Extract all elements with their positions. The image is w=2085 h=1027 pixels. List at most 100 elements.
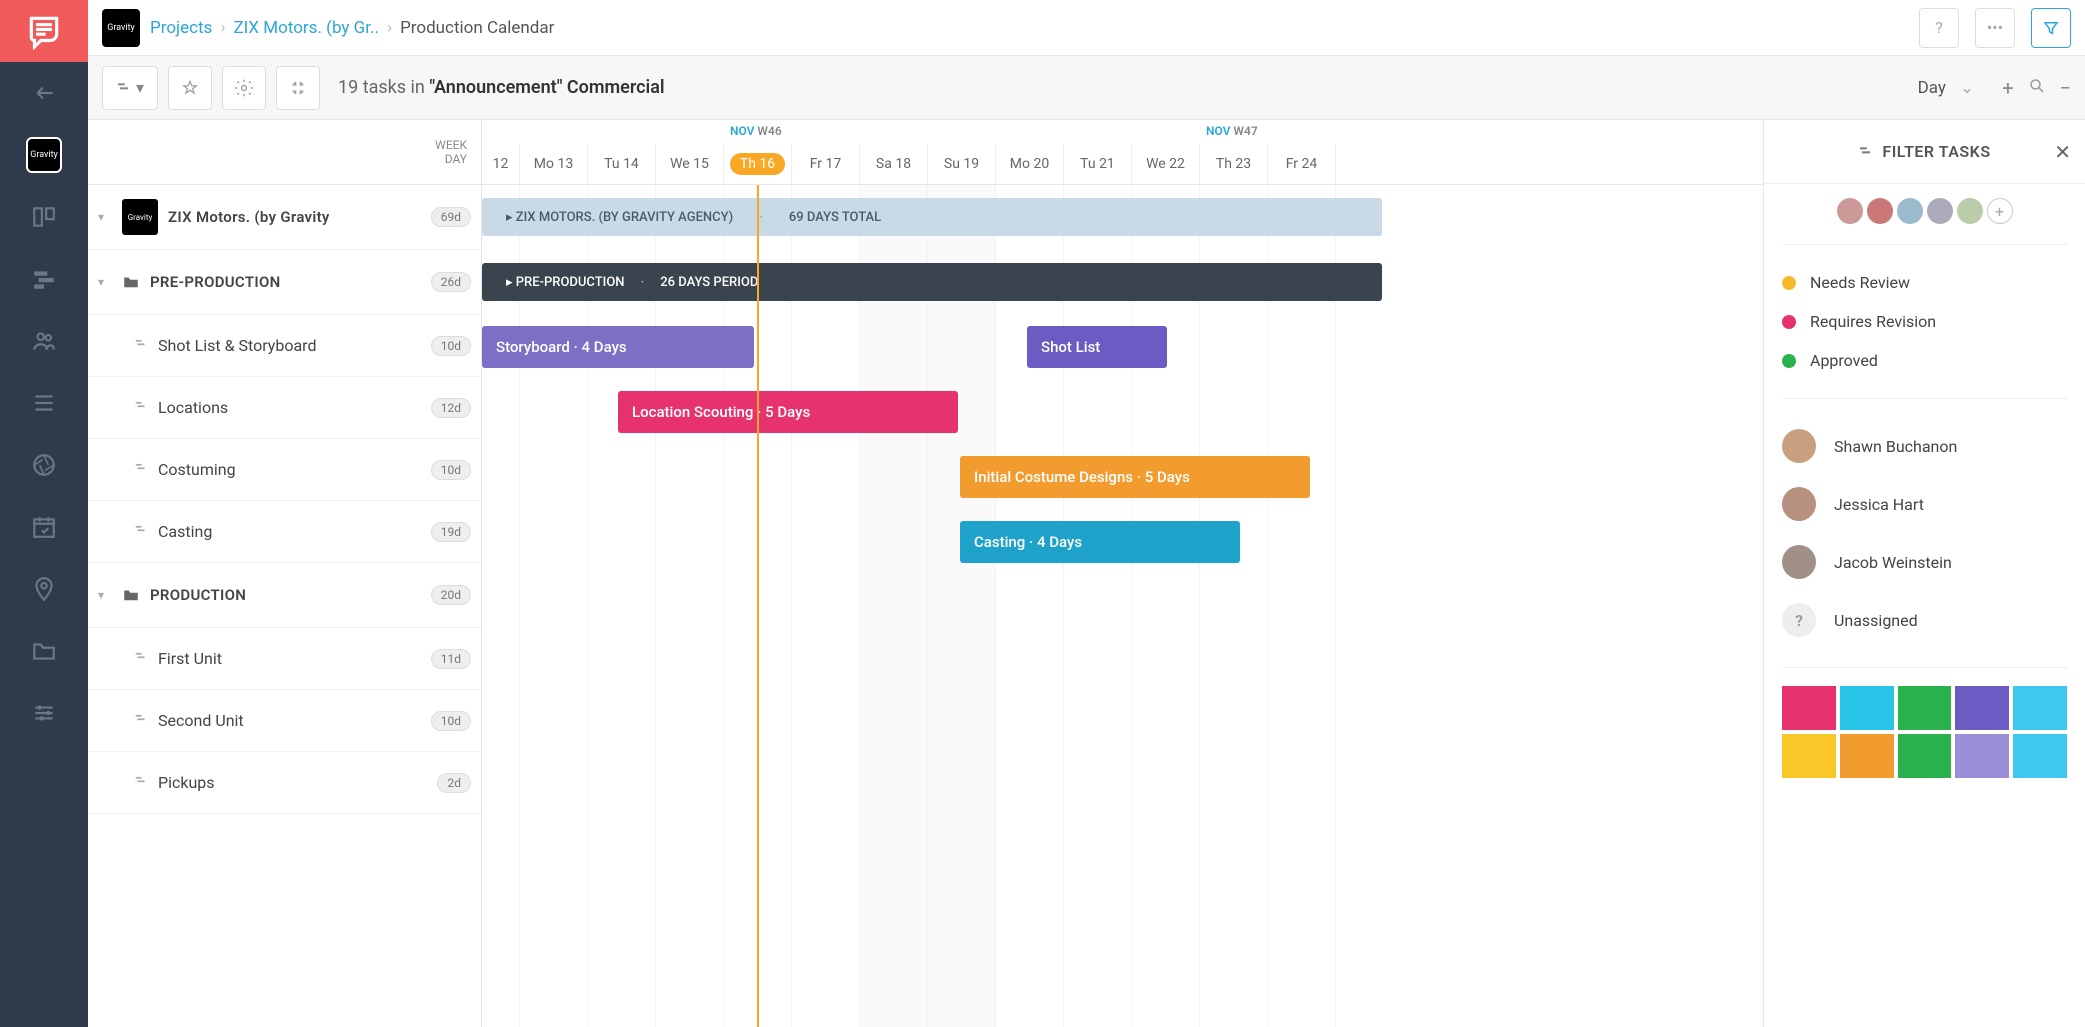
filter-header: FILTER TASKS ✕ [1764,120,2085,184]
filter-close-button[interactable]: ✕ [2054,140,2071,164]
nav-location-icon[interactable] [0,558,88,620]
timeline-bar[interactable]: Storyboard · 4 Days [482,326,754,368]
week-label: NOV W47 [1206,124,1258,138]
zoom-in-button[interactable]: + [2002,76,2013,100]
timeline-bar[interactable]: Initial Costume Designs · 5 Days [960,456,1310,498]
filter-color-cell[interactable] [2013,686,2067,730]
task-row[interactable]: Locations 12d [88,377,481,439]
section-row[interactable]: ▾ PRE-PRODUCTION 26d [88,250,481,315]
nav-list-icon[interactable] [0,372,88,434]
day-header[interactable]: Tu 14 [588,144,656,184]
day-header[interactable]: Mo 20 [996,144,1064,184]
timeline-row [482,770,1763,835]
view-select[interactable]: Day ⌄ [1918,78,1975,98]
day-header[interactable]: Fr 24 [1268,144,1336,184]
zoom-fit-button[interactable] [2028,77,2046,99]
task-row[interactable]: First Unit 11d [88,628,481,690]
filter-color-cell[interactable] [1898,686,1952,730]
filter-status-item[interactable]: Requires Revision [1782,302,2067,341]
help-button[interactable]: ? [1919,8,1959,48]
filter-color-cell[interactable] [1955,734,2009,778]
day-header[interactable]: Tu 21 [1064,144,1132,184]
task-row[interactable]: Pickups 2d [88,752,481,814]
timeline-row: Location Scouting · 5 Days [482,380,1763,445]
section-row[interactable]: ▾ PRODUCTION 20d [88,563,481,628]
group-button[interactable]: ▾ [102,66,158,110]
filter-color-group [1782,667,2067,796]
day-header[interactable]: Th 23 [1200,144,1268,184]
day-header[interactable]: Th 16 [724,144,792,184]
filter-avatar[interactable] [1927,198,1953,224]
task-row[interactable]: Second Unit 10d [88,690,481,752]
settings-gear-button[interactable] [222,66,266,110]
day-header[interactable]: Su 19 [928,144,996,184]
filter-status-item[interactable]: Needs Review [1782,263,2067,302]
filter-color-cell[interactable] [1782,686,1836,730]
nav-folder-icon[interactable] [0,620,88,682]
day-header[interactable]: 12 [482,144,520,184]
nav-timeline-icon[interactable] [0,248,88,310]
day-header[interactable]: We 15 [656,144,724,184]
tasklist: WEEK DAY ▾ Gravity ZIX Motors. (by Gravi… [88,120,482,1027]
star-button[interactable] [168,66,212,110]
timeline-bar[interactable]: Location Scouting · 5 Days [618,391,958,433]
timeline: NOV W46NOV W47 12Mo 13Tu 14We 15Th 16Fr … [482,120,1763,1027]
filter-avatar[interactable] [1837,198,1863,224]
week-label: NOV W46 [730,124,782,138]
day-header[interactable]: We 22 [1132,144,1200,184]
filter-avatar[interactable] [1897,198,1923,224]
filter-person-item[interactable]: Jacob Weinstein [1782,533,2067,591]
filter-person-item[interactable]: Shawn Buchanon [1782,417,2067,475]
timeline-row: ▸ PRE-PRODUCTION·26 DAYS PERIOD [482,250,1763,315]
zoom-out-button[interactable]: − [2060,76,2071,100]
task-row[interactable]: Casting 19d [88,501,481,563]
nav-board-icon[interactable] [0,186,88,248]
filter-color-cell[interactable] [1840,734,1894,778]
filter-color-cell[interactable] [1955,686,2009,730]
day-header[interactable]: Fr 17 [792,144,860,184]
timeline-bar[interactable]: ▸ ZIX MOTORS. (BY GRAVITY AGENCY)·69 DAY… [482,198,1382,236]
more-button[interactable]: ••• [1975,8,2015,48]
timeline-bar[interactable]: Shot List [1027,326,1167,368]
collapse-button[interactable] [276,66,320,110]
add-avatar-button[interactable]: + [1987,198,2013,224]
timeline-body[interactable]: ▸ ZIX MOTORS. (BY GRAVITY AGENCY)·69 DAY… [482,185,1763,1027]
nav-gravity-icon[interactable]: Gravity [0,124,88,186]
day-header[interactable]: Sa 18 [860,144,928,184]
nav-settings-icon[interactable] [0,682,88,744]
filter-toggle-button[interactable] [2031,8,2071,48]
breadcrumb-root[interactable]: Projects [150,18,212,38]
timeline-bar[interactable]: ▸ PRE-PRODUCTION·26 DAYS PERIOD [482,263,1382,301]
day-header[interactable]: Mo 13 [520,144,588,184]
timeline-row: Initial Costume Designs · 5 Days [482,445,1763,510]
filter-avatar[interactable] [1957,198,1983,224]
timeline-row: Casting · 4 Days [482,510,1763,575]
task-row[interactable]: Shot List & Storyboard 10d [88,315,481,377]
project-badge[interactable]: Gravity [102,9,140,47]
project-row[interactable]: ▾ Gravity ZIX Motors. (by Gravity 69d [88,185,481,250]
filter-panel: FILTER TASKS ✕ + Needs ReviewRequires Re… [1763,120,2085,1027]
content: WEEK DAY ▾ Gravity ZIX Motors. (by Gravi… [88,120,2085,1027]
breadcrumb-project[interactable]: ZIX Motors. (by Gr.. [233,18,379,38]
breadcrumb-sep: › [387,18,392,38]
nav-back-icon[interactable] [0,62,88,124]
filter-color-cell[interactable] [1840,686,1894,730]
filter-color-cell[interactable] [1898,734,1952,778]
timeline-bar[interactable]: Casting · 4 Days [960,521,1240,563]
breadcrumb-sep: › [220,18,225,38]
nav-calendar-icon[interactable] [0,496,88,558]
task-row[interactable]: Costuming 10d [88,439,481,501]
tasklist-header: WEEK DAY [88,120,481,185]
timeline-row: ▸ ZIX MOTORS. (BY GRAVITY AGENCY)·69 DAY… [482,185,1763,250]
filter-status-item[interactable]: Approved [1782,341,2067,380]
nav-team-icon[interactable] [0,310,88,372]
filter-color-cell[interactable] [2013,734,2067,778]
filter-person-item[interactable]: ?Unassigned [1782,591,2067,649]
filter-avatar[interactable] [1867,198,1893,224]
filter-color-cell[interactable] [1782,734,1836,778]
task-count: 19 tasks in "Announcement" Commercial [338,77,665,98]
filter-person-item[interactable]: Jessica Hart [1782,475,2067,533]
app-logo[interactable] [0,0,88,62]
nav-aperture-icon[interactable] [0,434,88,496]
timeline-row [482,705,1763,770]
